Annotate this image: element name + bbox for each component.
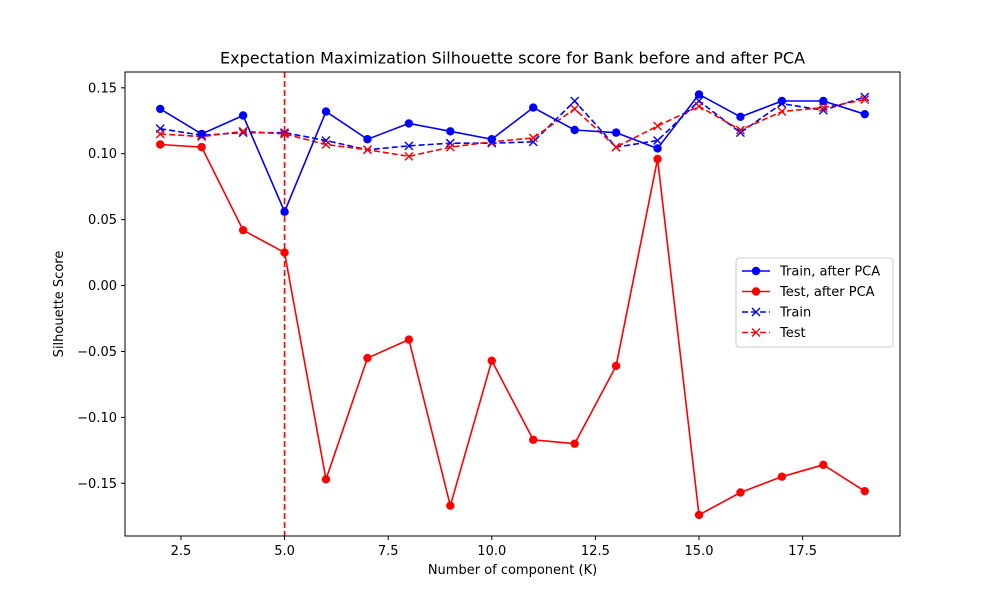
- series-1-point: [653, 154, 662, 164]
- legend-label: Train, after PCA: [779, 265, 880, 280]
- series-0-point: [238, 111, 248, 120]
- series-0-point: [860, 109, 869, 119]
- x-tick-label: 5.0: [274, 544, 295, 559]
- legend-swatch-marker: [751, 287, 761, 296]
- x-tick-label: 17.5: [788, 544, 817, 559]
- series-3-point: [653, 121, 663, 131]
- series-0-point: [446, 127, 455, 136]
- series-0-point: [321, 107, 331, 116]
- series-2-point: [404, 141, 414, 151]
- legend-label: Train: [779, 306, 811, 321]
- legend-box: [735, 257, 894, 348]
- series-1-point: [321, 475, 331, 484]
- y-tick-label: 0.05: [88, 213, 117, 228]
- series-1-point: [238, 225, 248, 235]
- series-0-point: [487, 135, 496, 144]
- series-0-point: [197, 129, 206, 139]
- series-3-point: [735, 125, 745, 135]
- y-axis-title: Silhouette Score: [52, 251, 67, 358]
- y-tick-label: −0.05: [77, 345, 117, 360]
- x-tick-label: 10.0: [477, 544, 506, 559]
- series-0-point: [736, 112, 745, 122]
- series-0-point: [819, 96, 828, 106]
- y-tick-label: 0.00: [88, 279, 117, 294]
- series-3-point: [155, 129, 165, 139]
- series-1-point: [156, 140, 165, 149]
- plot-area: 2.5 5.0 7.5 10.0 12.5 15.0 17.5 −0.15 −0.10 −0.05…: [77, 71, 901, 559]
- series-1-point: [404, 335, 414, 344]
- series-3-point: [238, 126, 248, 136]
- series-0-point: [363, 135, 372, 144]
- series-0-point: [404, 119, 414, 128]
- series-2-point: [735, 128, 745, 138]
- y-tick-label: −0.15: [77, 477, 117, 492]
- series-3-point: [860, 95, 870, 105]
- series-3-point: [404, 151, 414, 161]
- series-3-point: [694, 101, 704, 111]
- legend-swatch-marker: [751, 266, 761, 276]
- series-line-1: [160, 143, 866, 516]
- series-2-point: [528, 137, 538, 147]
- series-1-point: [611, 361, 621, 371]
- y-tick-label: −0.10: [77, 411, 117, 426]
- chart-title: Expectation Maximization Silhouette scor…: [220, 49, 805, 68]
- series-line-3: [160, 98, 865, 158]
- legend-label: Test: [779, 326, 806, 341]
- series-3-point: [818, 103, 828, 113]
- series-1-point: [529, 435, 538, 444]
- series-1-point: [860, 486, 869, 496]
- series-0-point: [653, 144, 662, 153]
- x-axis-title: Number of component (K): [428, 563, 597, 578]
- legend-swatch-marker: [751, 307, 761, 317]
- series-1-point: [446, 501, 455, 510]
- legend: Train, after PCA Test, after PCA Train Test: [735, 257, 894, 348]
- series-1-point: [363, 353, 372, 363]
- series-3-point: [570, 104, 580, 114]
- y-tick-label: 0.10: [88, 147, 117, 162]
- series-1-point: [570, 439, 579, 448]
- series-line-0: [159, 93, 866, 213]
- legend-swatch-marker: [751, 328, 761, 337]
- series-2-point: [445, 138, 455, 148]
- series-2-point: [570, 96, 580, 106]
- series-3-point: [321, 140, 331, 149]
- series-3-point: [528, 133, 538, 143]
- series-1-point: [819, 460, 828, 470]
- series-3-point: [280, 129, 290, 139]
- series-0-point: [280, 207, 289, 216]
- series-0-point: [156, 104, 165, 114]
- series-1-point: [777, 472, 787, 481]
- series-3-point: [611, 142, 621, 152]
- series-1-point: [736, 488, 745, 497]
- series-3-point: [362, 145, 372, 155]
- series-0-point: [611, 128, 621, 137]
- series-1-point: [487, 356, 496, 365]
- series-0-point: [694, 90, 704, 99]
- series-3-point: [445, 142, 455, 152]
- series-2-point: [653, 136, 663, 146]
- series-2-point: [238, 128, 248, 138]
- axes-frame: [124, 71, 901, 537]
- series-1-point: [197, 142, 206, 152]
- x-tick-label: 7.5: [378, 544, 399, 559]
- series-3-point: [777, 107, 787, 117]
- y-tick-label: 0.15: [88, 81, 117, 96]
- x-tick-label: 12.5: [581, 544, 610, 559]
- legend-label: Test, after PCA: [779, 285, 875, 300]
- series-0-point: [570, 125, 579, 135]
- x-tick-label: 2.5: [171, 544, 192, 559]
- series-0-point: [529, 103, 538, 112]
- series-1-point: [280, 248, 289, 257]
- x-tick-label: 15.0: [685, 544, 714, 559]
- series-0-point: [777, 96, 787, 106]
- series-line-2: [160, 96, 866, 151]
- series-1-point: [694, 510, 704, 520]
